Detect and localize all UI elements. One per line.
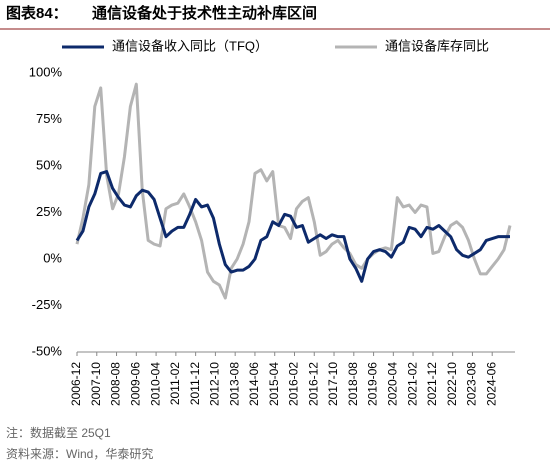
x-tick-label: 2021-12 bbox=[425, 362, 439, 406]
x-tick-label: 2011-12 bbox=[188, 362, 202, 405]
legend-label: 通信设备库存同比 bbox=[385, 38, 489, 53]
legend-label: 通信设备收入同比（TFQ） bbox=[112, 38, 268, 53]
x-tick-label: 2013-08 bbox=[227, 362, 241, 406]
x-tick-label: 2017-10 bbox=[326, 362, 340, 406]
x-tick-label: 2007-10 bbox=[89, 362, 103, 406]
y-tick-label: -25% bbox=[32, 297, 63, 312]
x-tick-label: 2006-12 bbox=[69, 362, 83, 406]
source: 资料来源：Wind，华泰研究 bbox=[6, 446, 153, 461]
y-tick-label: 0% bbox=[43, 250, 62, 265]
y-tick-label: 75% bbox=[36, 111, 62, 126]
chart-title: 通信设备处于技术性主动补库区间 bbox=[92, 4, 317, 22]
x-tick-label: 2009-06 bbox=[128, 362, 142, 406]
x-tick-label: 2018-08 bbox=[346, 362, 360, 406]
y-tick-label: 25% bbox=[36, 204, 62, 219]
x-tick-label: 2015-04 bbox=[267, 362, 281, 406]
x-tick-label: 2011-02 bbox=[168, 362, 182, 405]
x-tick-label: 2010-04 bbox=[148, 362, 162, 406]
x-tick-label: 2008-08 bbox=[109, 362, 123, 406]
header-label: 图表84： bbox=[6, 4, 68, 22]
x-tick-label: 2012-10 bbox=[208, 362, 222, 406]
x-tick-label: 2016-12 bbox=[306, 362, 320, 406]
x-tick-label: 2021-02 bbox=[405, 362, 419, 406]
y-tick-label: -50% bbox=[32, 343, 63, 358]
x-tick-label: 2019-06 bbox=[366, 362, 380, 406]
x-tick-label: 2024-06 bbox=[484, 362, 498, 406]
x-tick-label: 2022-10 bbox=[445, 362, 459, 406]
x-tick-label: 2023-08 bbox=[465, 362, 479, 406]
y-tick-label: 50% bbox=[36, 157, 62, 172]
x-tick-label: 2020-04 bbox=[386, 362, 400, 406]
x-tick-label: 2014-06 bbox=[247, 362, 261, 406]
note: 注：数据截至 25Q1 bbox=[6, 425, 111, 440]
x-tick-label: 2016-02 bbox=[287, 362, 301, 406]
series-line bbox=[75, 170, 510, 283]
y-tick-label: 100% bbox=[29, 64, 63, 79]
